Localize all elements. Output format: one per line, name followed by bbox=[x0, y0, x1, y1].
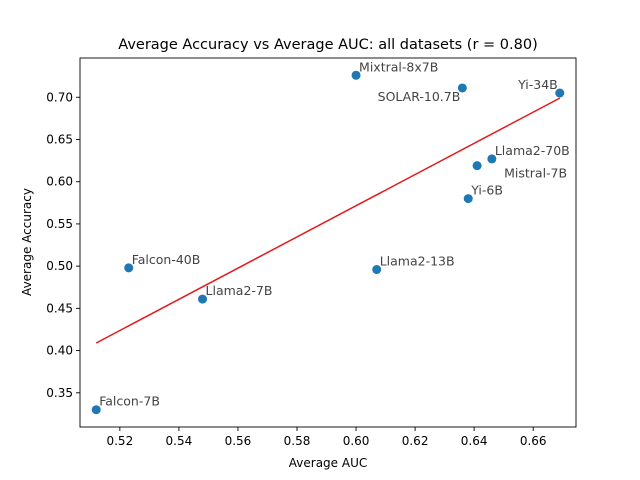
y-axis-ticks: 0.35 0.40 0.45 0.50 0.55 0.60 0.65 0.70 bbox=[46, 90, 80, 400]
x-axis-ticks: 0.52 0.54 0.56 0.58 0.60 0.62 0.64 0.66 bbox=[106, 427, 547, 448]
y-tick-label: 0.60 bbox=[46, 175, 73, 189]
data-point bbox=[472, 161, 482, 171]
data-point bbox=[487, 154, 497, 164]
point-label: Mixtral-8x7B bbox=[359, 59, 438, 74]
data-point bbox=[457, 83, 467, 93]
data-point bbox=[91, 405, 101, 415]
x-tick-label: 0.62 bbox=[402, 434, 429, 448]
data-point bbox=[372, 265, 382, 275]
y-tick-label: 0.65 bbox=[46, 132, 73, 146]
x-tick-label: 0.60 bbox=[343, 434, 370, 448]
point-label: Llama2-70B bbox=[495, 143, 570, 158]
plot-frame bbox=[79, 57, 577, 428]
point-label: Llama2-7B bbox=[206, 283, 273, 298]
point-label: Mistral-7B bbox=[504, 166, 567, 181]
fit-line-layer bbox=[95, 97, 561, 344]
y-tick-label: 0.70 bbox=[46, 90, 73, 104]
point-label: Yi-34B bbox=[517, 77, 558, 92]
data-point bbox=[463, 194, 473, 204]
x-tick-label: 0.56 bbox=[225, 434, 252, 448]
point-labels-layer: Falcon-7B Falcon-40B Llama2-7B Llama2-13B Mi… bbox=[99, 59, 570, 408]
x-tick-label: 0.54 bbox=[166, 434, 193, 448]
data-point bbox=[198, 294, 208, 304]
x-tick-label: 0.64 bbox=[461, 434, 488, 448]
y-axis-label: Average Accuracy bbox=[20, 188, 34, 296]
points-layer bbox=[91, 70, 565, 415]
data-point bbox=[555, 88, 565, 98]
data-point bbox=[351, 70, 361, 80]
x-tick-label: 0.58 bbox=[284, 434, 311, 448]
data-point bbox=[124, 263, 134, 273]
x-tick-label: 0.52 bbox=[106, 434, 133, 448]
regression-line bbox=[95, 97, 561, 344]
chart-title: Average Accuracy vs Average AUC: all dat… bbox=[118, 37, 537, 53]
y-tick-label: 0.45 bbox=[46, 301, 73, 315]
y-tick-label: 0.35 bbox=[46, 386, 73, 400]
x-axis-label: Average AUC bbox=[289, 456, 367, 470]
point-label: Yi-6B bbox=[470, 183, 503, 198]
x-tick-label: 0.66 bbox=[520, 434, 547, 448]
point-label: Falcon-7B bbox=[99, 394, 160, 409]
point-label: Falcon-40B bbox=[132, 252, 201, 267]
y-tick-label: 0.50 bbox=[46, 259, 73, 273]
y-tick-label: 0.40 bbox=[46, 344, 73, 358]
y-tick-label: 0.55 bbox=[46, 217, 73, 231]
point-label: SOLAR-10.7B bbox=[378, 89, 461, 104]
plot-area bbox=[79, 57, 577, 428]
point-label: Llama2-13B bbox=[380, 254, 455, 269]
